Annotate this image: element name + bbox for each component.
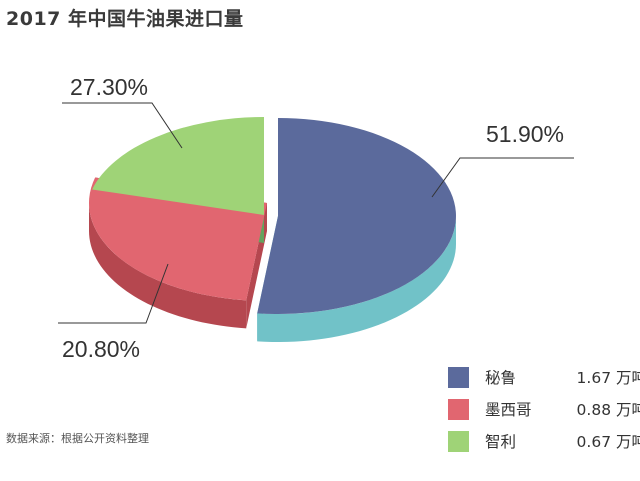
- legend-swatch-mexico: [448, 398, 469, 420]
- legend-label-peru: 秘鲁: [485, 369, 517, 387]
- legend-item-mexico: 墨西哥 0.88 万吨: [448, 393, 640, 425]
- percent-label-chile: 20.80%: [62, 336, 140, 362]
- pie-tops-group: [88, 117, 456, 314]
- legend-value-mexico: 0.88 万吨: [576, 401, 640, 419]
- chart-title: 2017 年中国牛油果进口量: [6, 8, 244, 30]
- legend-item-chile: 智利 0.67 万吨: [448, 425, 640, 457]
- legend-swatch-peru: [448, 366, 469, 388]
- data-source-note: 数据来源：根据公开资料整理: [6, 432, 149, 445]
- legend-swatch-chile: [448, 430, 469, 452]
- pie-side-peru: [257, 216, 456, 342]
- leader-line-peru: [431, 157, 574, 198]
- pie-side-mexico: [89, 203, 247, 329]
- legend-item-peru: 秘鲁 1.67 万吨: [448, 361, 640, 393]
- leader-line-mexico: [62, 102, 183, 149]
- percent-label-peru: 51.90%: [486, 121, 564, 147]
- legend-value-peru: 1.67 万吨: [576, 369, 640, 387]
- pie-labels-group: 51.90% 27.30% 20.80%: [58, 74, 574, 362]
- leader-line-chile: [58, 263, 169, 324]
- legend-value-chile: 0.67 万吨: [576, 433, 640, 451]
- legend-label-chile: 智利: [485, 433, 517, 451]
- percent-label-mexico: 27.30%: [70, 74, 148, 100]
- pie-slice-peru: [257, 118, 456, 314]
- legend-label-mexico: 墨西哥: [485, 401, 532, 419]
- legend: 秘鲁 1.67 万吨 墨西哥 0.88 万吨 智利 0.67 万吨: [448, 361, 640, 457]
- pie-slice-chile: [92, 117, 264, 215]
